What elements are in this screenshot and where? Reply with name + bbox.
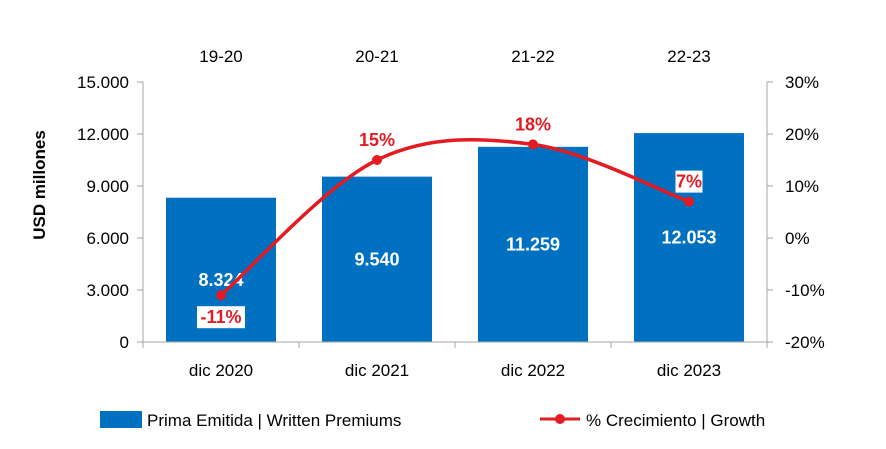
- legend-line-marker: [555, 414, 565, 424]
- x-category-axis: dic 2020 dic 2021 dic 2022 dic 2023: [142, 341, 768, 380]
- left-tick-label: 6.000: [86, 229, 129, 248]
- legend-line-label: % Crecimiento | Growth: [586, 411, 765, 430]
- x-tick-label: dic 2020: [189, 361, 253, 380]
- growth-value-label: 18%: [515, 114, 551, 134]
- growth-data-labels: -11% 15% 18% 7%: [197, 114, 703, 329]
- left-tick-label: 9.000: [86, 177, 129, 196]
- x-tick-label: dic 2022: [501, 361, 565, 380]
- bar: [634, 133, 744, 342]
- growth-label-background: [197, 306, 245, 329]
- growth-value-label: 7%: [676, 172, 702, 192]
- top-category-label: 20-21: [355, 47, 398, 66]
- right-tick-label: 30%: [785, 73, 819, 92]
- top-category-label: 22-23: [667, 47, 710, 66]
- bar-series: [166, 133, 744, 342]
- growth-point: [684, 196, 694, 207]
- right-tick-label: 0%: [785, 229, 810, 248]
- legend-bar-swatch: [100, 411, 142, 428]
- top-category-axis: 19-20 20-21 21-22 22-23: [199, 47, 710, 66]
- right-tick-label: 10%: [785, 177, 819, 196]
- left-tick-label: 15.000: [77, 73, 129, 92]
- top-category-label: 19-20: [199, 47, 242, 66]
- growth-value-label: -11%: [200, 307, 241, 327]
- x-tick-label: dic 2023: [657, 361, 721, 380]
- growth-point: [372, 155, 382, 165]
- left-tick-label: 0: [120, 333, 129, 352]
- bar-value-label: 9.540: [354, 249, 399, 269]
- growth-line-series: [216, 137, 694, 301]
- left-tick-label: 12.000: [77, 125, 129, 144]
- growth-point: [528, 139, 538, 150]
- bar-value-label: 11.259: [506, 234, 560, 254]
- right-y-axis: -20% -10% 0% 10% 20% 30%: [766, 73, 825, 352]
- growth-value-label: 15%: [359, 130, 395, 150]
- x-tick-label: dic 2021: [345, 361, 409, 380]
- growth-label-background: [675, 170, 703, 193]
- right-tick-label: -10%: [785, 281, 825, 300]
- bar: [322, 176, 432, 342]
- legend-bar-label: Prima Emitida | Written Premiums: [147, 411, 401, 430]
- right-tick-label: 20%: [785, 125, 819, 144]
- top-category-label: 21-22: [511, 47, 554, 66]
- growth-line: [219, 137, 690, 297]
- left-y-axis: 0 3.000 6.000 9.000 12.000 15.000: [77, 73, 144, 352]
- legend: Prima Emitida | Written Premiums % Creci…: [100, 411, 765, 430]
- left-tick-label: 3.000: [86, 281, 129, 300]
- growth-point: [216, 290, 226, 301]
- y-axis-title: USD millones: [30, 130, 49, 240]
- bar: [478, 146, 588, 342]
- bar-value-label: 12.053: [661, 228, 716, 248]
- right-tick-label: -20%: [785, 333, 825, 352]
